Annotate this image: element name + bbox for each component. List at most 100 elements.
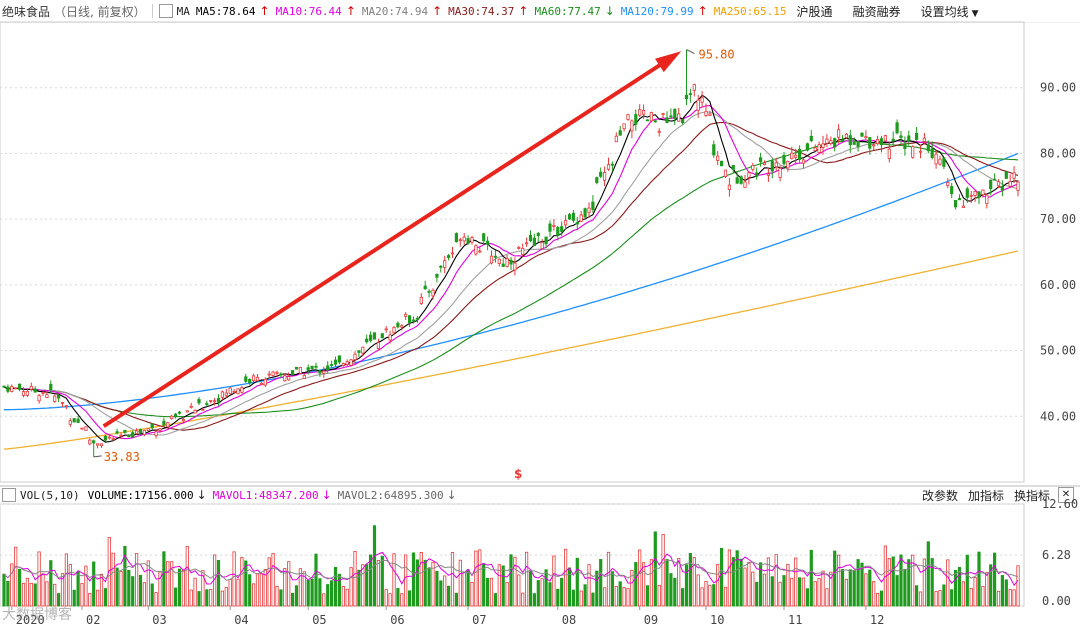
candle-body — [485, 240, 490, 245]
volume-header: VOL(5,10) VOLUME:17156.000 ↓ MAVOL1:4834… — [0, 486, 1080, 504]
candle-body — [365, 338, 369, 343]
candle-body — [532, 237, 537, 246]
candle-body — [298, 366, 303, 374]
volume-bar — [840, 569, 845, 607]
volume-bar — [981, 586, 985, 607]
period-info: （日线, 前复权） — [54, 4, 146, 19]
candle-body — [372, 332, 377, 340]
candle-body — [989, 179, 993, 189]
close-icon[interactable]: ✕ — [1058, 487, 1074, 503]
candle-body — [864, 136, 868, 139]
volume-bar — [216, 560, 221, 607]
candle-body — [435, 273, 439, 278]
candle-body — [14, 387, 18, 390]
candle-body — [954, 199, 958, 208]
candle-body — [353, 353, 357, 361]
candle-body — [368, 334, 373, 341]
candle-body — [357, 350, 361, 353]
switch-indicator-button[interactable]: 换指标 — [1013, 488, 1050, 503]
volume-bar — [595, 570, 599, 607]
candle-body — [723, 169, 728, 177]
volume-bar — [45, 581, 49, 607]
volume-bar — [127, 569, 131, 607]
ma-legend-item: MA20:74.94 — [361, 4, 429, 18]
watermark: 大数据博客 — [2, 607, 72, 623]
candle-body — [107, 436, 111, 439]
volume-bar — [564, 548, 568, 607]
volume-bar — [103, 588, 107, 607]
volume-tick-label: 6.28 — [1042, 548, 1071, 562]
volume-bar — [957, 567, 962, 607]
add-indicator-button[interactable]: 加指标 — [967, 488, 1004, 503]
volume-bar — [96, 589, 100, 607]
candle-body — [248, 378, 252, 384]
change-params-button[interactable]: 改参数 — [921, 488, 958, 503]
candle-body — [263, 379, 267, 386]
volume-bar — [53, 583, 57, 607]
volume-bar — [583, 584, 587, 607]
candle-body — [96, 443, 100, 446]
volume-bar — [333, 566, 338, 607]
candle-body — [720, 160, 724, 167]
volume-bar — [111, 552, 115, 607]
volume-bar — [938, 590, 942, 607]
candle-body — [158, 428, 162, 431]
candle-body — [903, 143, 907, 149]
volume-bar — [786, 563, 790, 607]
volume-bar — [645, 585, 650, 607]
volume-bar — [146, 560, 150, 607]
ma-toggle-box[interactable] — [158, 4, 173, 18]
volume-bar — [876, 593, 880, 607]
candle-body — [431, 289, 435, 297]
volume-bar — [977, 551, 981, 607]
candle-body — [205, 403, 209, 405]
candle-body — [216, 398, 221, 403]
candle-body — [189, 405, 193, 408]
candle-body — [973, 191, 977, 196]
candle-body — [536, 232, 540, 237]
volume-bar — [201, 570, 205, 607]
menu-ma-settings[interactable]: 设置均线 ▼ — [921, 3, 979, 20]
candle-body — [10, 386, 14, 392]
volume-bar — [743, 567, 747, 607]
candle-body — [267, 373, 271, 376]
candle-body — [111, 438, 115, 440]
candle-body — [1004, 171, 1008, 179]
candle-body — [92, 440, 96, 444]
volume-bar — [415, 559, 420, 607]
volume-bar — [318, 578, 322, 607]
candle-body — [170, 415, 174, 419]
candle-body — [567, 214, 572, 220]
volume-bar — [224, 587, 228, 607]
candle-body — [634, 114, 638, 125]
volume-bar — [294, 585, 299, 607]
candle-body — [443, 260, 447, 268]
candle-body — [259, 382, 264, 386]
ma250-line — [3, 250, 1019, 450]
menu-hk-connect[interactable]: 沪股通 — [796, 4, 833, 19]
volume-bar — [911, 554, 915, 607]
volume-bar — [681, 588, 685, 607]
candle-body — [33, 388, 37, 393]
candle-body — [185, 410, 189, 413]
volume-bar — [560, 577, 564, 607]
candle-body — [996, 181, 1001, 187]
candle-body — [852, 141, 856, 145]
candle-body — [154, 431, 158, 436]
menu-margin-trading[interactable]: 融资融券 — [852, 4, 901, 19]
volume-bar — [220, 590, 224, 607]
candle-body — [283, 375, 287, 382]
candle-body — [181, 419, 185, 422]
volume-toggle-box[interactable] — [2, 488, 16, 502]
mavol2-arrow: ↓ — [446, 488, 457, 502]
volume-bar — [474, 550, 478, 607]
candle-body — [333, 359, 338, 365]
candle-body — [950, 186, 954, 195]
candle-body — [540, 242, 544, 249]
month-label: 09 — [644, 613, 658, 627]
volume-bar — [271, 553, 275, 607]
month-label: 03 — [152, 613, 166, 627]
price-tick-label: 90.00 — [1040, 81, 1076, 95]
volume-tick-label: 0.00 — [1042, 594, 1071, 608]
